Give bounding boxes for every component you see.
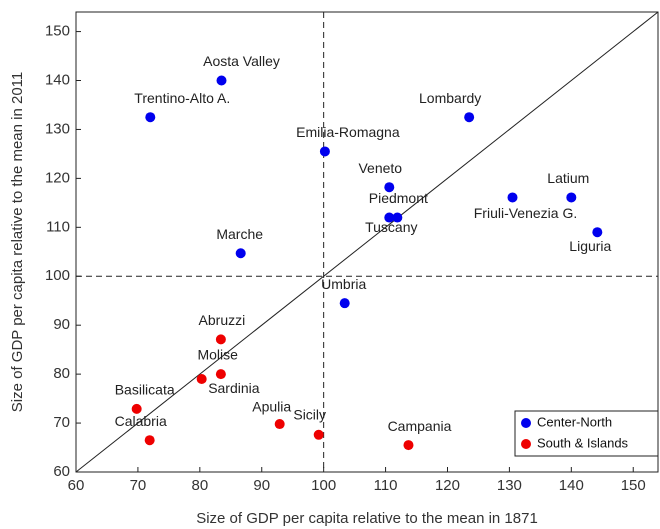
point [131, 403, 142, 414]
legend-marker [521, 418, 531, 428]
point [215, 334, 226, 345]
x-tick-label: 110 [374, 477, 398, 494]
point [507, 192, 518, 203]
point [145, 112, 156, 123]
point-label: Trentino-Alto A. [134, 90, 230, 106]
point [235, 248, 246, 259]
point [216, 75, 227, 86]
y-tick-label: 140 [45, 71, 70, 88]
legend-label: South & Islands [537, 435, 629, 450]
point-label: Aosta Valley [203, 53, 280, 69]
point-label: Emilia-Romagna [296, 124, 400, 140]
x-tick-label: 140 [559, 477, 584, 494]
point-label: Sicily [293, 407, 326, 423]
point [274, 419, 285, 430]
y-tick-label: 150 [45, 23, 70, 40]
x-tick-label: 130 [497, 477, 522, 494]
point-label: Molise [197, 347, 238, 363]
y-tick-label: 100 [45, 267, 70, 284]
point-label: Basilicata [115, 382, 175, 398]
point [196, 374, 207, 385]
y-tick-label: 80 [53, 365, 70, 382]
point-label: Apulia [252, 399, 291, 415]
point [403, 440, 414, 451]
y-tick-label: 120 [45, 169, 70, 186]
point-label: Calabria [115, 413, 167, 429]
point-label: Tuscany [365, 219, 417, 235]
y-tick-label: 110 [46, 218, 70, 235]
point [384, 212, 395, 223]
point [319, 146, 330, 157]
point [592, 227, 603, 238]
x-axis-label: Size of GDP per capita relative to the m… [196, 510, 538, 527]
x-tick-label: 80 [191, 477, 208, 494]
y-tick-label: 70 [53, 414, 70, 431]
x-tick-label: 100 [311, 477, 336, 494]
point-label: Lombardy [419, 90, 481, 106]
point-label: Sardinia [208, 380, 260, 396]
point [384, 182, 395, 193]
point [566, 192, 577, 203]
point-label: Abruzzi [199, 312, 246, 328]
point-label: Umbria [321, 276, 366, 292]
y-tick-label: 90 [53, 316, 70, 333]
x-tick-label: 90 [253, 477, 270, 494]
point [144, 435, 155, 446]
point-label: Liguria [569, 238, 611, 254]
point-label: Marche [216, 226, 263, 242]
point-label: Piedmont [369, 190, 428, 206]
x-tick-label: 150 [621, 477, 646, 494]
point [392, 212, 403, 223]
y-axis-label: Size of GDP per capita relative to the m… [9, 72, 26, 412]
point [215, 369, 226, 380]
point [313, 429, 324, 440]
legend-marker [521, 439, 531, 449]
x-tick-label: 60 [68, 477, 85, 494]
x-tick-label: 120 [435, 477, 460, 494]
y-tick-label: 130 [45, 120, 70, 137]
point-label: Friuli-Venezia G. [474, 205, 577, 221]
legend-box [514, 410, 659, 457]
x-tick-label: 70 [130, 477, 147, 494]
y-tick-label: 60 [53, 463, 70, 480]
legend-label: Center-North [537, 414, 612, 429]
diagonal-line [75, 11, 659, 473]
plot-area [75, 11, 659, 473]
point-label: Veneto [358, 160, 402, 176]
point [339, 298, 350, 309]
point-label: Latium [547, 170, 589, 186]
point-label: Campania [388, 418, 452, 434]
point [464, 112, 475, 123]
